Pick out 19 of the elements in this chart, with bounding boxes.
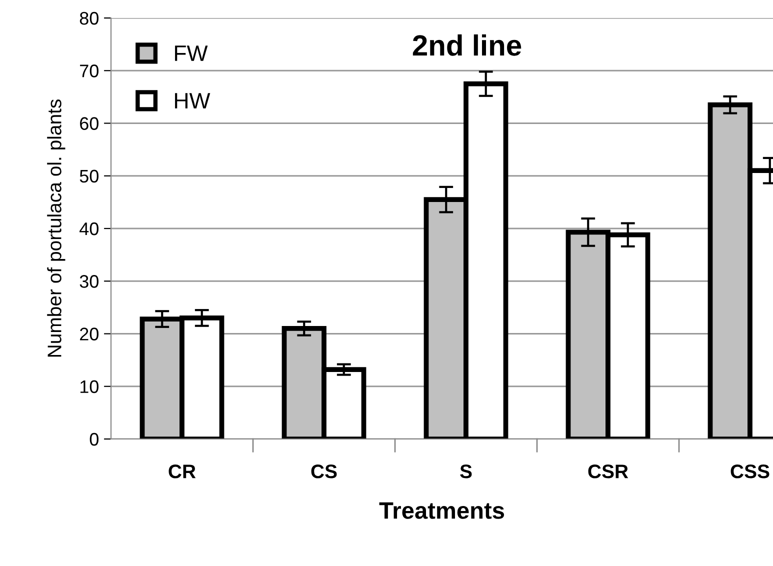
x-tick-label: CS	[311, 464, 337, 478]
x-tick-label: CSR	[588, 464, 628, 478]
chart-title: 2nd line	[412, 34, 522, 56]
y-tick-label: 50	[80, 170, 98, 183]
y-tick-label: 30	[80, 275, 98, 288]
y-tick-label: 20	[80, 328, 98, 340]
y-tick-label: 10	[80, 380, 98, 394]
legend-label: FW	[175, 46, 208, 61]
y-tick-label: 70	[80, 64, 98, 78]
y-axis-title: Number of portulaca ol. plants	[47, 99, 66, 357]
x-axis-title: Treatments	[379, 502, 504, 519]
y-tick-label: 0	[90, 432, 98, 446]
y-tick-label: 80	[80, 12, 98, 25]
x-tick-label: CSS	[730, 464, 770, 478]
legend-label: HW	[175, 93, 210, 108]
y-tick-label: 40	[80, 222, 98, 236]
x-tick-label: S	[460, 464, 472, 478]
y-tick-label: 60	[80, 117, 98, 130]
x-tick-label: CR	[168, 464, 196, 478]
